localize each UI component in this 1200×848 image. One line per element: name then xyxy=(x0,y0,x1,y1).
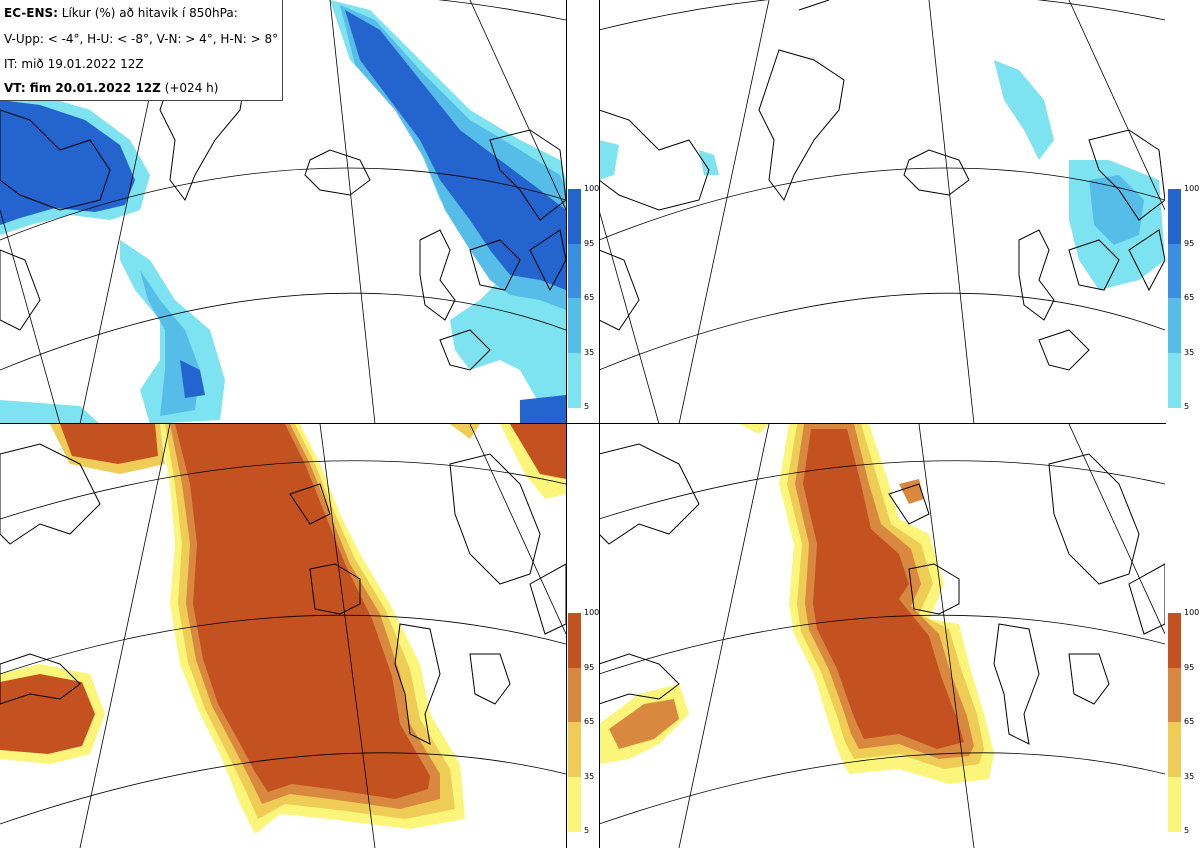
colorbar-tick-label: 65 xyxy=(1184,717,1195,726)
graticule xyxy=(0,424,566,848)
colorbar-tick-label: 95 xyxy=(1184,662,1195,672)
map-panel-cold-minus8 xyxy=(599,0,1165,424)
colorbar-tick-label: 95 xyxy=(584,662,595,672)
colorbar-segment xyxy=(1168,776,1181,832)
colorbar-tick-label: 100 xyxy=(1184,608,1200,617)
colorbar-tick-label: 100 xyxy=(584,608,600,617)
map-panel-cold-minus4 xyxy=(0,0,566,424)
colorbar-segment xyxy=(1168,243,1181,299)
coastlines xyxy=(0,443,566,745)
colorbar-segment xyxy=(568,298,581,353)
coastlines xyxy=(599,0,1165,371)
colorbar-warm-lower-left: 100 95 65 35 5 xyxy=(568,609,599,835)
colorbar-tick-label: 95 xyxy=(1184,238,1195,248)
colorbar-tick-label: 5 xyxy=(1184,826,1190,835)
colorbar-warm-lower-right: 100 95 65 35 5 xyxy=(1168,609,1199,835)
colorbar-tick-label: 65 xyxy=(584,717,595,726)
colorbar-segment xyxy=(1168,352,1181,408)
map-warm-plus4 xyxy=(0,424,566,848)
colorbar-segment xyxy=(568,776,581,832)
colorbar-segment xyxy=(568,722,581,777)
colorbar-segment xyxy=(568,613,581,668)
panel-divider-vertical xyxy=(566,0,567,848)
info-title: EC-ENS: Líkur (%) að hitavik í 850hPa: xyxy=(4,6,238,20)
colorbar-tick-label: 5 xyxy=(1184,402,1190,411)
colorbar-segment xyxy=(568,352,581,408)
colorbar-tick-label: 65 xyxy=(584,293,595,302)
colorbar-tick-label: 95 xyxy=(584,238,595,248)
map-panel-warm-plus4 xyxy=(0,424,566,848)
probability-shading xyxy=(599,60,1165,290)
colorbar-segment xyxy=(568,667,581,723)
info-valid-time: VT: fim 20.01.2022 12Z (+024 h) xyxy=(4,81,219,95)
colorbar-tick-label: 65 xyxy=(1184,293,1195,302)
probability-shading xyxy=(0,0,566,424)
probability-shading xyxy=(599,424,994,784)
colorbar-tick-label: 35 xyxy=(584,771,595,781)
colorbar-tick-label: 35 xyxy=(1184,347,1195,357)
graticule xyxy=(599,424,1165,848)
colorbar-segment xyxy=(1168,189,1181,244)
map-panel-warm-plus8 xyxy=(599,424,1165,848)
map-cold-minus4 xyxy=(0,0,566,424)
coastlines xyxy=(599,443,1165,745)
colorbar-tick-label: 100 xyxy=(584,184,600,193)
colorbar-tick-label: 35 xyxy=(584,347,595,357)
colorbar-segment xyxy=(568,243,581,299)
info-box: EC-ENS: Líkur (%) að hitavik í 850hPa: V… xyxy=(0,0,283,101)
map-warm-plus8 xyxy=(599,424,1165,848)
graticule xyxy=(599,0,1165,424)
info-thresholds: V-Upp: < -4°, H-U: < -8°, V-N: > 4°, H-N… xyxy=(4,32,279,46)
colorbar-tick-label: 100 xyxy=(1184,184,1200,193)
colorbar-tick-label: 5 xyxy=(584,402,590,411)
colorbar-cold-upper-right: 100 95 65 35 5 xyxy=(1168,185,1199,411)
panel-divider-horizontal xyxy=(0,423,1166,424)
colorbar-segment xyxy=(568,189,581,244)
colorbar-tick-label: 35 xyxy=(1184,771,1195,781)
colorbar-segment xyxy=(1168,298,1181,353)
probability-shading xyxy=(0,424,566,834)
panel-divider-vertical-2 xyxy=(599,0,600,848)
colorbar-cold-upper-left: 100 95 65 35 5 xyxy=(568,185,599,411)
colorbar-segment xyxy=(1168,722,1181,777)
info-initial-time: IT: mið 19.01.2022 12Z xyxy=(4,57,144,71)
colorbar-tick-label: 5 xyxy=(584,826,590,835)
map-cold-minus8 xyxy=(599,0,1165,424)
colorbar-segment xyxy=(1168,613,1181,668)
colorbar-segment xyxy=(1168,667,1181,723)
